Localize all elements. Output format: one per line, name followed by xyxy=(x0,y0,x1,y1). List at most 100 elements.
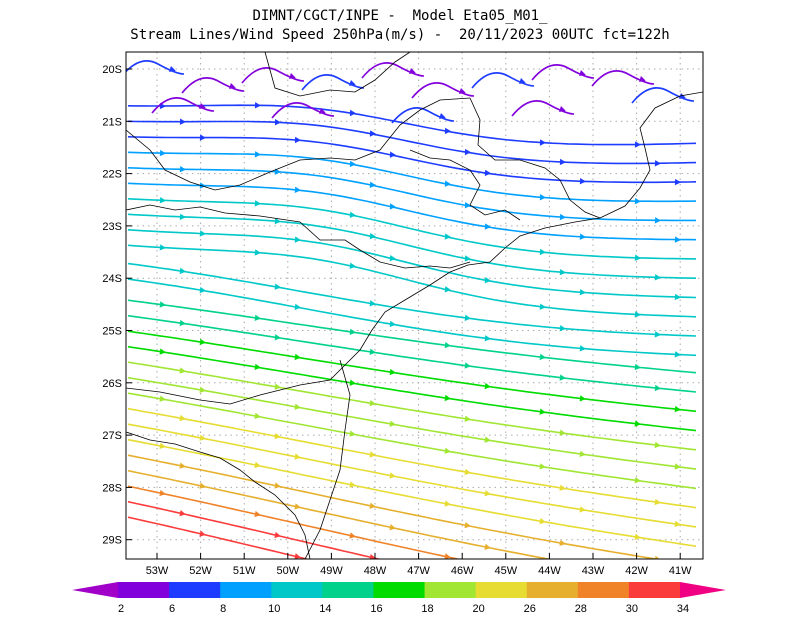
colorbar-label: 16 xyxy=(370,603,382,615)
streamline-arrow xyxy=(349,79,356,87)
streamline-arrow xyxy=(319,107,326,115)
streamline-arrow xyxy=(254,102,261,109)
streamline-arrow xyxy=(254,363,261,371)
streamline-arrow xyxy=(484,382,491,390)
longitude-labels: 53W 52W 51W 50W 49W 48W 47W 46W 45W 44W 43W 42W 41W xyxy=(146,553,692,577)
colorbar-box xyxy=(475,582,528,598)
colorbar-label: 14 xyxy=(319,603,331,615)
lon-label: 43W xyxy=(582,565,605,577)
streamline-arrow xyxy=(484,597,491,603)
streamline-arrow xyxy=(159,197,166,204)
streamline-arrow xyxy=(199,102,206,110)
colorbar-label: 20 xyxy=(473,603,485,615)
streamline-curl xyxy=(271,102,335,119)
streamline xyxy=(127,278,697,357)
lat-label: 26S xyxy=(102,378,122,390)
streamline-arrow xyxy=(274,283,281,290)
colorbar-low-triangle xyxy=(72,582,118,598)
streamline-arrow xyxy=(634,420,641,427)
streamline xyxy=(127,104,697,146)
streamline-arrow xyxy=(349,379,356,386)
streamline-arrow xyxy=(539,194,546,201)
streamline-arrow xyxy=(254,314,261,322)
colorbar-label: 28 xyxy=(575,603,587,615)
streamline xyxy=(127,229,697,299)
streamline-arrow xyxy=(159,348,166,355)
lon-label: 47W xyxy=(407,565,430,577)
streamline-arrow xyxy=(464,148,471,156)
streamline-arrow xyxy=(254,249,261,256)
streamline-arrow xyxy=(199,134,206,141)
streamline-arrow xyxy=(369,181,376,189)
colorbar-label: 34 xyxy=(677,603,689,615)
streamline-arrow xyxy=(559,105,566,113)
lat-label: 23S xyxy=(102,221,122,233)
streamline-arrow xyxy=(559,268,566,276)
streamline-arrow xyxy=(539,248,546,256)
streamline-arrow xyxy=(579,69,586,77)
streamline-curl xyxy=(361,62,425,79)
streamline-arrow xyxy=(484,169,491,177)
streamline-arrow xyxy=(654,498,661,506)
streamline-arrow xyxy=(579,450,586,458)
streamline xyxy=(127,198,697,260)
streamline-arrow xyxy=(654,217,661,224)
streamline-arrow xyxy=(294,303,301,311)
streamline-arrow xyxy=(179,213,186,220)
streamline-arrow xyxy=(254,151,261,158)
streamline xyxy=(127,136,697,184)
streamline-arrow xyxy=(464,415,471,422)
streamline-arrow xyxy=(539,463,546,470)
streamline-arrow xyxy=(634,311,641,318)
streamline-arrow xyxy=(444,500,451,507)
streamline-arrow xyxy=(444,233,451,240)
streamline-curl xyxy=(301,74,365,91)
streamline-arrow xyxy=(254,200,261,207)
streamline-arrow xyxy=(389,254,396,262)
streamline-curl xyxy=(411,82,475,99)
streamline-arrow xyxy=(349,262,356,269)
lat-label: 29S xyxy=(102,535,122,547)
streamline-arrow xyxy=(369,553,376,559)
streamline-arrow xyxy=(349,481,356,488)
streamline-arrow xyxy=(389,524,396,531)
streamline-arrow xyxy=(634,254,641,261)
streamline-arrow xyxy=(159,149,166,157)
streamline-arrow xyxy=(349,532,356,539)
streamline-arrow xyxy=(674,463,681,470)
lat-label: 24S xyxy=(102,273,122,285)
streamline xyxy=(127,361,697,451)
streamline-arrow xyxy=(674,351,681,358)
streamline-arrow xyxy=(294,236,301,243)
coast-border-line xyxy=(264,52,411,97)
lat-label: 20S xyxy=(102,64,122,76)
streamline-arrow xyxy=(579,233,586,240)
streamline-arrow xyxy=(539,353,546,361)
colorbar-label: 18 xyxy=(421,603,433,615)
streamline-arrow xyxy=(254,510,261,518)
lat-label: 27S xyxy=(102,430,122,442)
streamline-curl xyxy=(471,72,535,89)
streamline-arrow xyxy=(634,197,641,205)
lon-label: 41W xyxy=(669,565,692,577)
colorbar-box xyxy=(577,582,630,598)
streamline xyxy=(127,299,697,374)
streamline-arrow xyxy=(179,414,186,422)
streamline-arrow xyxy=(539,139,546,146)
streamline-arrow xyxy=(674,293,681,301)
streamline xyxy=(127,469,553,559)
streamline-arrow xyxy=(389,420,396,427)
coast-border-line xyxy=(126,204,471,269)
lon-label: 42W xyxy=(625,565,648,577)
lon-label: 48W xyxy=(364,565,387,577)
streamline-arrow xyxy=(654,274,661,281)
map-frame xyxy=(125,51,704,560)
streamline-arrow xyxy=(369,502,376,509)
streamline-arrow xyxy=(274,482,281,489)
streamline-arrow xyxy=(159,395,166,402)
lat-label: 28S xyxy=(102,482,122,494)
streamline-arrow xyxy=(654,384,661,392)
streamline-arrow xyxy=(349,211,356,219)
streamline-arrow xyxy=(369,451,376,458)
